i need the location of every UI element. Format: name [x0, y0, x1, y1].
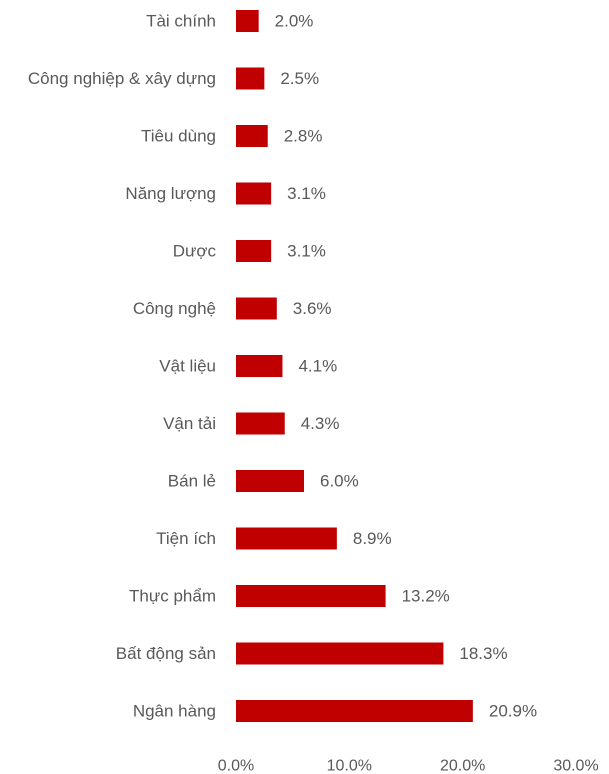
x-axis: 0.0% 10.0% 20.0% 30.0% [218, 758, 599, 774]
bar [236, 240, 272, 262]
labels-layer: Tài chính 2.0% Công nghiệp & xây dựng 2.5% T… [28, 12, 537, 721]
bar [236, 297, 277, 320]
category-label: Bán lẻ [168, 472, 216, 491]
category-label: Tiêu dùng [141, 127, 216, 146]
value-label: 2.5% [280, 69, 319, 88]
category-label: Công nghiệp & xây dựng [28, 69, 216, 88]
value-label: 3.6% [293, 299, 332, 318]
category-label: Tài chính [146, 12, 216, 31]
value-label: 2.0% [275, 12, 314, 31]
value-label: 6.0% [320, 472, 359, 491]
value-label: 13.2% [402, 587, 450, 606]
bar [236, 700, 473, 722]
value-label: 18.3% [459, 644, 507, 663]
bar [236, 355, 283, 377]
bar [236, 470, 304, 492]
bar [236, 125, 268, 147]
value-label: 4.3% [301, 414, 340, 433]
value-label: 4.1% [298, 357, 337, 376]
value-label: 20.9% [489, 702, 537, 721]
bar [236, 642, 444, 665]
x-tick-label: 20.0% [440, 758, 485, 774]
bar [236, 182, 272, 205]
bar [236, 412, 285, 435]
value-label: 3.1% [287, 242, 326, 261]
category-label: Ngân hàng [133, 702, 216, 721]
bar [236, 10, 259, 32]
bar [236, 67, 265, 90]
bar [236, 527, 337, 550]
value-label: 8.9% [353, 529, 392, 548]
bars-layer [236, 10, 473, 722]
category-label: Công nghệ [133, 299, 216, 318]
category-label: Vận tải [163, 414, 216, 433]
value-label: 3.1% [287, 184, 326, 203]
x-tick-label: 30.0% [553, 758, 598, 774]
x-tick-label: 0.0% [218, 758, 254, 774]
category-label: Dược [173, 242, 217, 261]
category-label: Thực phẩm [129, 587, 216, 606]
category-label: Tiện ích [156, 529, 216, 548]
category-label: Năng lượng [125, 184, 216, 203]
value-label: 2.8% [284, 127, 323, 146]
bar [236, 585, 386, 607]
category-label: Vật liệu [159, 357, 216, 376]
x-tick-label: 10.0% [327, 758, 372, 774]
category-label: Bất động sản [116, 644, 216, 663]
